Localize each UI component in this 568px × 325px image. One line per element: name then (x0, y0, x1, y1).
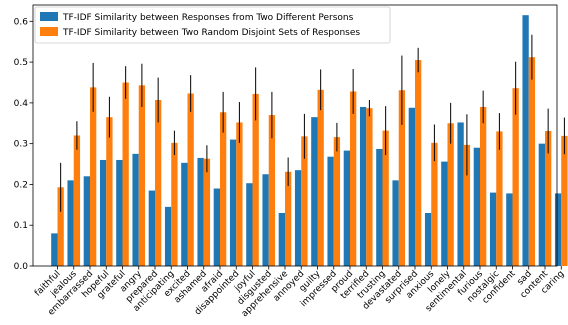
bar-series-2 (415, 60, 422, 266)
bar-series-1 (99, 159, 107, 266)
bar-series-1 (213, 188, 220, 266)
legend-label-series-2: TF-IDF Similarity between Two Random Dis… (62, 28, 360, 38)
bar-series-2 (366, 108, 373, 266)
bar-series-2 (333, 137, 341, 266)
bar-series-1 (538, 143, 545, 266)
bar-series-1 (408, 107, 415, 266)
bar-series-1 (489, 192, 497, 266)
bar-series-2 (382, 130, 389, 266)
y-tick-label: 0.4 (14, 99, 29, 109)
y-tick-label: 0.3 (14, 140, 28, 150)
bar-series-2 (106, 117, 113, 266)
x-axis-ticks: faithfuljealousembarrassedhopefulgratefu… (33, 266, 566, 319)
bar-series-2 (57, 187, 64, 266)
bar-series-1 (83, 176, 90, 266)
bar-series-1 (441, 161, 448, 266)
y-axis-ticks: 0.0 0.1 0.2 0.3 0.4 0.5 0.6 (14, 17, 33, 272)
legend-label-series-1: TF-IDF Similarity between Responses from… (62, 13, 354, 23)
bar-series-2 (480, 106, 487, 266)
bar-series-1 (116, 159, 123, 266)
bar-series-2 (171, 142, 178, 266)
bar-series-2 (350, 91, 357, 266)
bar-series-2 (301, 136, 308, 266)
bar-series-2 (90, 87, 97, 266)
bar-series-1 (148, 190, 155, 266)
legend-swatch-series-1 (40, 12, 58, 21)
y-tick-label: 0.0 (14, 262, 29, 272)
bar-series-2 (220, 112, 227, 266)
bar-series-1 (473, 147, 480, 266)
series-2-error-bars (60, 34, 565, 212)
bar-series-1 (262, 174, 269, 266)
y-tick-label: 0.1 (14, 221, 28, 231)
bar-series-2 (496, 131, 503, 266)
bar-series-2 (463, 144, 471, 266)
legend: TF-IDF Similarity between Responses from… (34, 6, 391, 44)
bar-series-2 (398, 90, 406, 266)
bar-series-1 (197, 157, 204, 266)
bar-series-1 (554, 193, 562, 266)
bar-series-1 (457, 122, 464, 266)
legend-box (34, 6, 391, 44)
bar-series-1 (132, 153, 139, 266)
bar-series-2 (528, 57, 536, 267)
bar-series-2 (236, 122, 243, 266)
bar-series-2 (545, 131, 552, 266)
bar-series-1 (51, 233, 58, 266)
bar-series-1 (359, 106, 367, 266)
bar-series-2 (285, 171, 292, 266)
plot-frame (32, 4, 558, 267)
bar-series-1 (506, 193, 513, 266)
bar-series-2 (268, 115, 276, 266)
bar-series-2 (561, 135, 568, 266)
bar-series-2 (512, 88, 519, 266)
bar-series-1 (327, 156, 334, 266)
axes (32, 4, 558, 267)
bar-series-2 (187, 93, 194, 266)
bar-series-1 (311, 117, 318, 266)
y-tick-label: 0.2 (14, 180, 28, 190)
bar-series-1 (278, 212, 285, 266)
y-tick-label: 0.5 (14, 58, 28, 68)
series-2-bars (57, 57, 568, 267)
bar-series-2 (203, 158, 211, 266)
bar-series-1 (376, 148, 383, 266)
bar-series-2 (138, 85, 146, 266)
bar-series-1 (164, 206, 172, 266)
bar-series-1 (67, 180, 74, 266)
bar-series-2 (431, 142, 438, 266)
y-tick-label: 0.6 (14, 17, 29, 27)
bar-series-1 (522, 15, 529, 266)
bar-series-2 (317, 89, 324, 266)
bar-series-1 (392, 180, 399, 266)
bar-series-1 (181, 162, 188, 266)
bar-series-2 (252, 93, 259, 266)
bar-series-1 (229, 139, 237, 266)
series-1-bars (51, 15, 562, 266)
bar-series-1 (294, 170, 302, 266)
bar-series-2 (447, 123, 454, 266)
bar-series-2 (122, 82, 129, 266)
legend-swatch-series-2 (40, 27, 58, 36)
bar-series-1 (343, 150, 350, 266)
bar-series-1 (246, 183, 253, 266)
bar-series-1 (424, 212, 432, 266)
bar-series-2 (73, 135, 81, 266)
bar-series-2 (155, 100, 162, 266)
